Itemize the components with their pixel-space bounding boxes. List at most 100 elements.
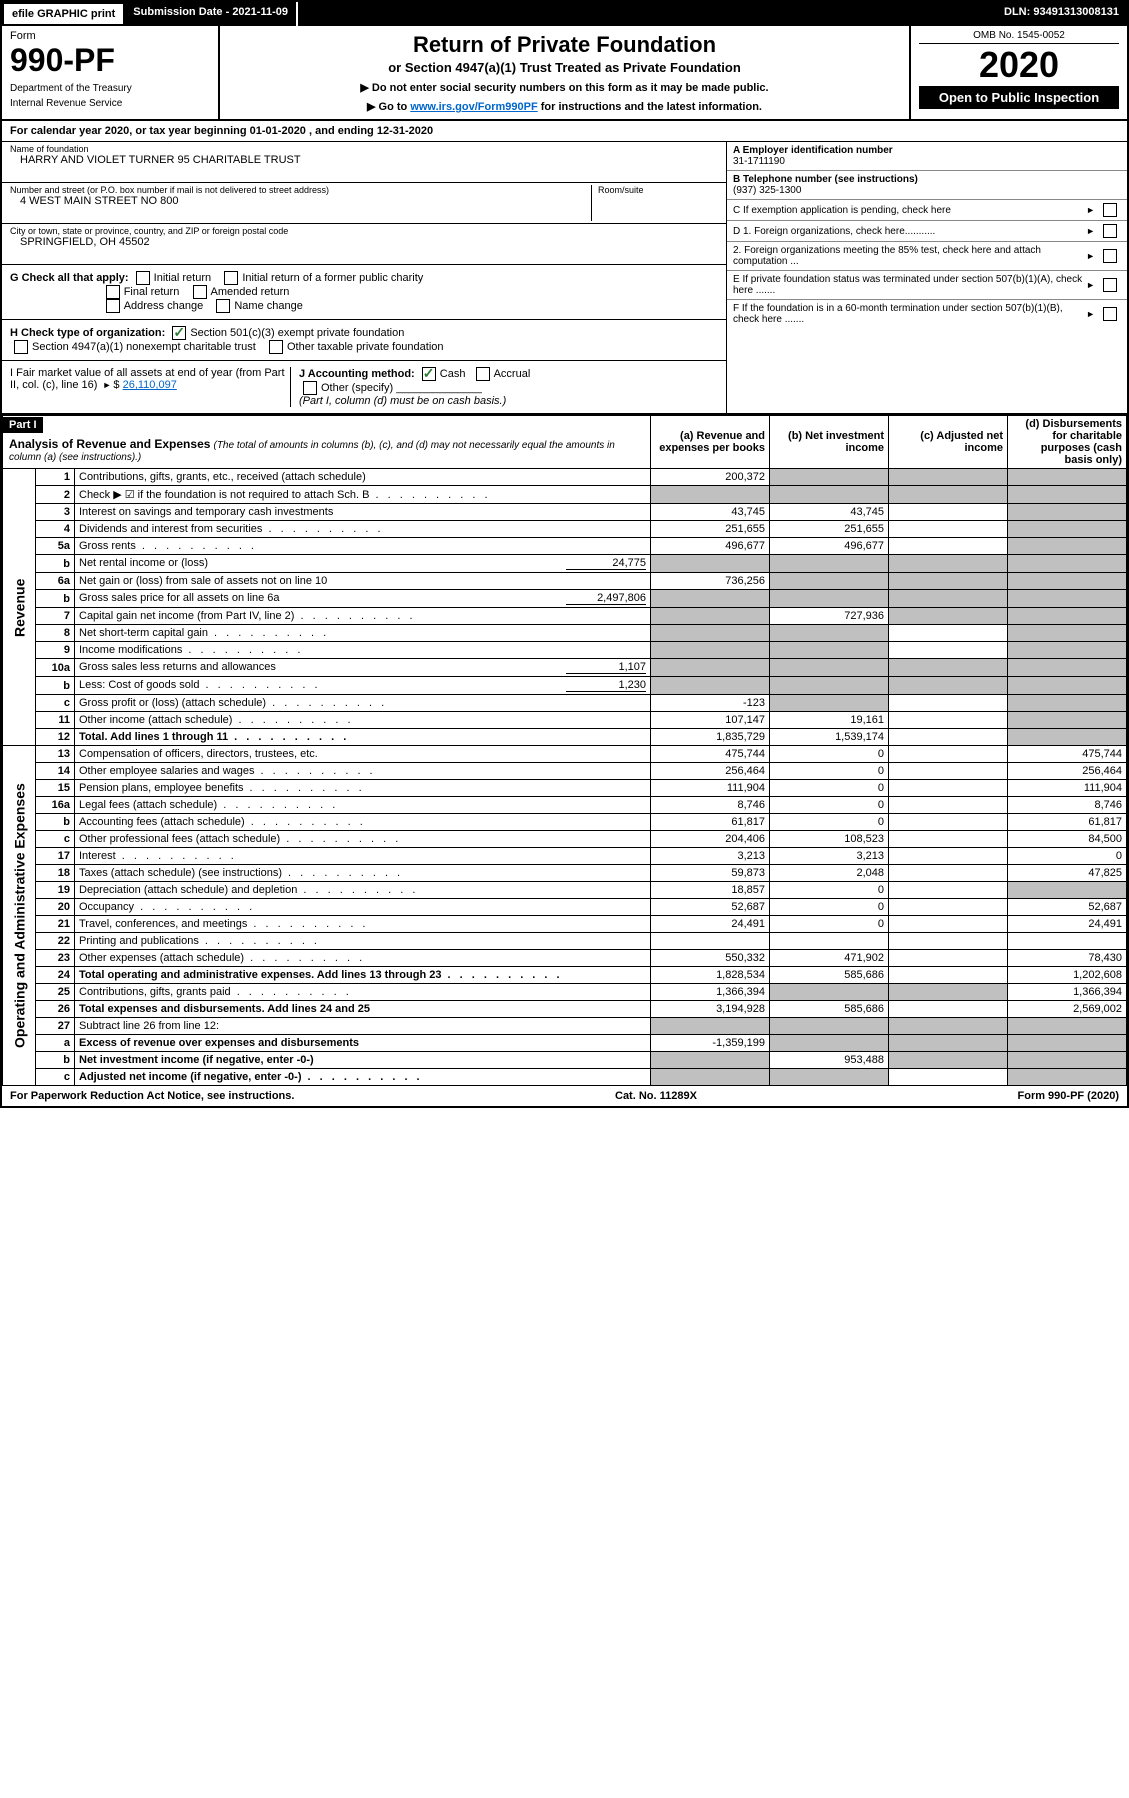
- check-other-taxable[interactable]: [269, 340, 283, 354]
- cell-col-d: 475,744: [1008, 746, 1127, 763]
- j-label: J Accounting method:: [299, 368, 415, 380]
- form-subtitle: or Section 4947(a)(1) Trust Treated as P…: [230, 60, 899, 75]
- table-row: 16aLegal fees (attach schedule)8,74608,7…: [3, 797, 1127, 814]
- line-label: Gross profit or (loss) (attach schedule): [75, 695, 651, 712]
- cell-col-d: [1008, 521, 1127, 538]
- table-row: Operating and Administrative Expenses13C…: [3, 746, 1127, 763]
- cell-col-d: 52,687: [1008, 899, 1127, 916]
- cell-col-c: [889, 763, 1008, 780]
- footer-cat-no: Cat. No. 11289X: [615, 1090, 697, 1102]
- check-final-return[interactable]: [106, 285, 120, 299]
- c-row: C If exemption application is pending, c…: [727, 200, 1127, 221]
- line-label: Other professional fees (attach schedule…: [75, 831, 651, 848]
- cell-col-d: [1008, 573, 1127, 590]
- line-label: Depreciation (attach schedule) and deple…: [75, 882, 651, 899]
- cell-col-d: 256,464: [1008, 763, 1127, 780]
- part1-title: Analysis of Revenue and Expenses (The to…: [3, 433, 650, 467]
- line-number: 5a: [36, 538, 75, 555]
- cell-col-b: 585,686: [770, 967, 889, 984]
- table-row: 23Other expenses (attach schedule)550,33…: [3, 950, 1127, 967]
- cell-col-c: [889, 916, 1008, 933]
- line-number: 12: [36, 729, 75, 746]
- cell-col-d: [1008, 729, 1127, 746]
- check-cash[interactable]: [422, 367, 436, 381]
- d1-label: D 1. Foreign organizations, check here..…: [733, 226, 1084, 237]
- cell-col-b: 953,488: [770, 1052, 889, 1069]
- cell-col-b: 0: [770, 746, 889, 763]
- check-d1[interactable]: [1103, 224, 1117, 238]
- cell-col-d: 78,430: [1008, 950, 1127, 967]
- check-c[interactable]: [1103, 203, 1117, 217]
- line-number: 17: [36, 848, 75, 865]
- arrow-icon: [1084, 205, 1097, 216]
- table-row: 18Taxes (attach schedule) (see instructi…: [3, 865, 1127, 882]
- cell-col-b: [770, 590, 889, 608]
- note-post: for instructions and the latest informat…: [541, 101, 762, 113]
- cell-col-d: 1,202,608: [1008, 967, 1127, 984]
- col-c-header: (c) Adjusted net income: [889, 416, 1008, 469]
- line-label: Contributions, gifts, grants paid: [75, 984, 651, 1001]
- foundation-name: HARRY AND VIOLET TURNER 95 CHARITABLE TR…: [10, 154, 718, 166]
- check-name-change[interactable]: [216, 299, 230, 313]
- side-label-revenue: Revenue: [3, 469, 36, 746]
- check-501c3[interactable]: [172, 326, 186, 340]
- cell-col-b: 585,686: [770, 1001, 889, 1018]
- inline-value: 1,107: [566, 661, 646, 674]
- irs-link[interactable]: www.irs.gov/Form990PF: [410, 101, 537, 113]
- check-d2[interactable]: [1103, 249, 1117, 263]
- cell-col-d: [1008, 1035, 1127, 1052]
- h3: Other taxable private foundation: [287, 341, 444, 353]
- part1-table: Part I Analysis of Revenue and Expenses …: [2, 415, 1127, 1086]
- part1-tag: Part I: [3, 417, 43, 433]
- page-footer: For Paperwork Reduction Act Notice, see …: [2, 1086, 1127, 1106]
- cal-end: 12-31-2020: [377, 125, 433, 137]
- line-label: Gross sales less returns and allowances1…: [75, 659, 651, 677]
- cell-col-b: 0: [770, 916, 889, 933]
- cell-col-a: 251,655: [651, 521, 770, 538]
- arrow-icon: [1084, 251, 1097, 262]
- g-label: G Check all that apply:: [10, 272, 129, 284]
- ein-label: A Employer identification number: [733, 145, 893, 156]
- cell-col-c: [889, 677, 1008, 695]
- cell-col-d: 2,569,002: [1008, 1001, 1127, 1018]
- cell-col-b: 43,745: [770, 504, 889, 521]
- line-label: Income modifications: [75, 642, 651, 659]
- line-label: Net investment income (if negative, ente…: [75, 1052, 651, 1069]
- check-f[interactable]: [1103, 307, 1117, 321]
- line-number: c: [36, 695, 75, 712]
- form-title: Return of Private Foundation: [230, 32, 899, 58]
- cell-col-b: 3,213: [770, 848, 889, 865]
- g5: Address change: [124, 300, 204, 312]
- cell-col-a: 59,873: [651, 865, 770, 882]
- cell-col-c: [889, 555, 1008, 573]
- table-row: bAccounting fees (attach schedule)61,817…: [3, 814, 1127, 831]
- table-row: 9Income modifications: [3, 642, 1127, 659]
- cell-col-a: 18,857: [651, 882, 770, 899]
- cell-col-b: 0: [770, 899, 889, 916]
- check-initial-former[interactable]: [224, 271, 238, 285]
- table-row: bLess: Cost of goods sold1,230: [3, 677, 1127, 695]
- check-amended[interactable]: [193, 285, 207, 299]
- cell-col-b: [770, 695, 889, 712]
- cell-col-b: 0: [770, 882, 889, 899]
- check-initial-return[interactable]: [136, 271, 150, 285]
- cell-col-c: [889, 625, 1008, 642]
- dept-irs: Internal Revenue Service: [10, 98, 210, 109]
- cell-col-d: 8,746: [1008, 797, 1127, 814]
- line-number: b: [36, 590, 75, 608]
- line-label: Interest on savings and temporary cash i…: [75, 504, 651, 521]
- table-row: 20Occupancy52,687052,687: [3, 899, 1127, 916]
- cal-begin: 01-01-2020: [250, 125, 306, 137]
- check-e[interactable]: [1103, 278, 1117, 292]
- line-number: 22: [36, 933, 75, 950]
- fmv-value[interactable]: 26,110,097: [123, 379, 177, 391]
- cell-col-b: [770, 555, 889, 573]
- check-address-change[interactable]: [106, 299, 120, 313]
- check-other-method[interactable]: [303, 381, 317, 395]
- cell-col-a: [651, 642, 770, 659]
- cell-col-a: -1,359,199: [651, 1035, 770, 1052]
- check-accrual[interactable]: [476, 367, 490, 381]
- check-4947a1[interactable]: [14, 340, 28, 354]
- col-b-header: (b) Net investment income: [770, 416, 889, 469]
- line-label: Total expenses and disbursements. Add li…: [75, 1001, 651, 1018]
